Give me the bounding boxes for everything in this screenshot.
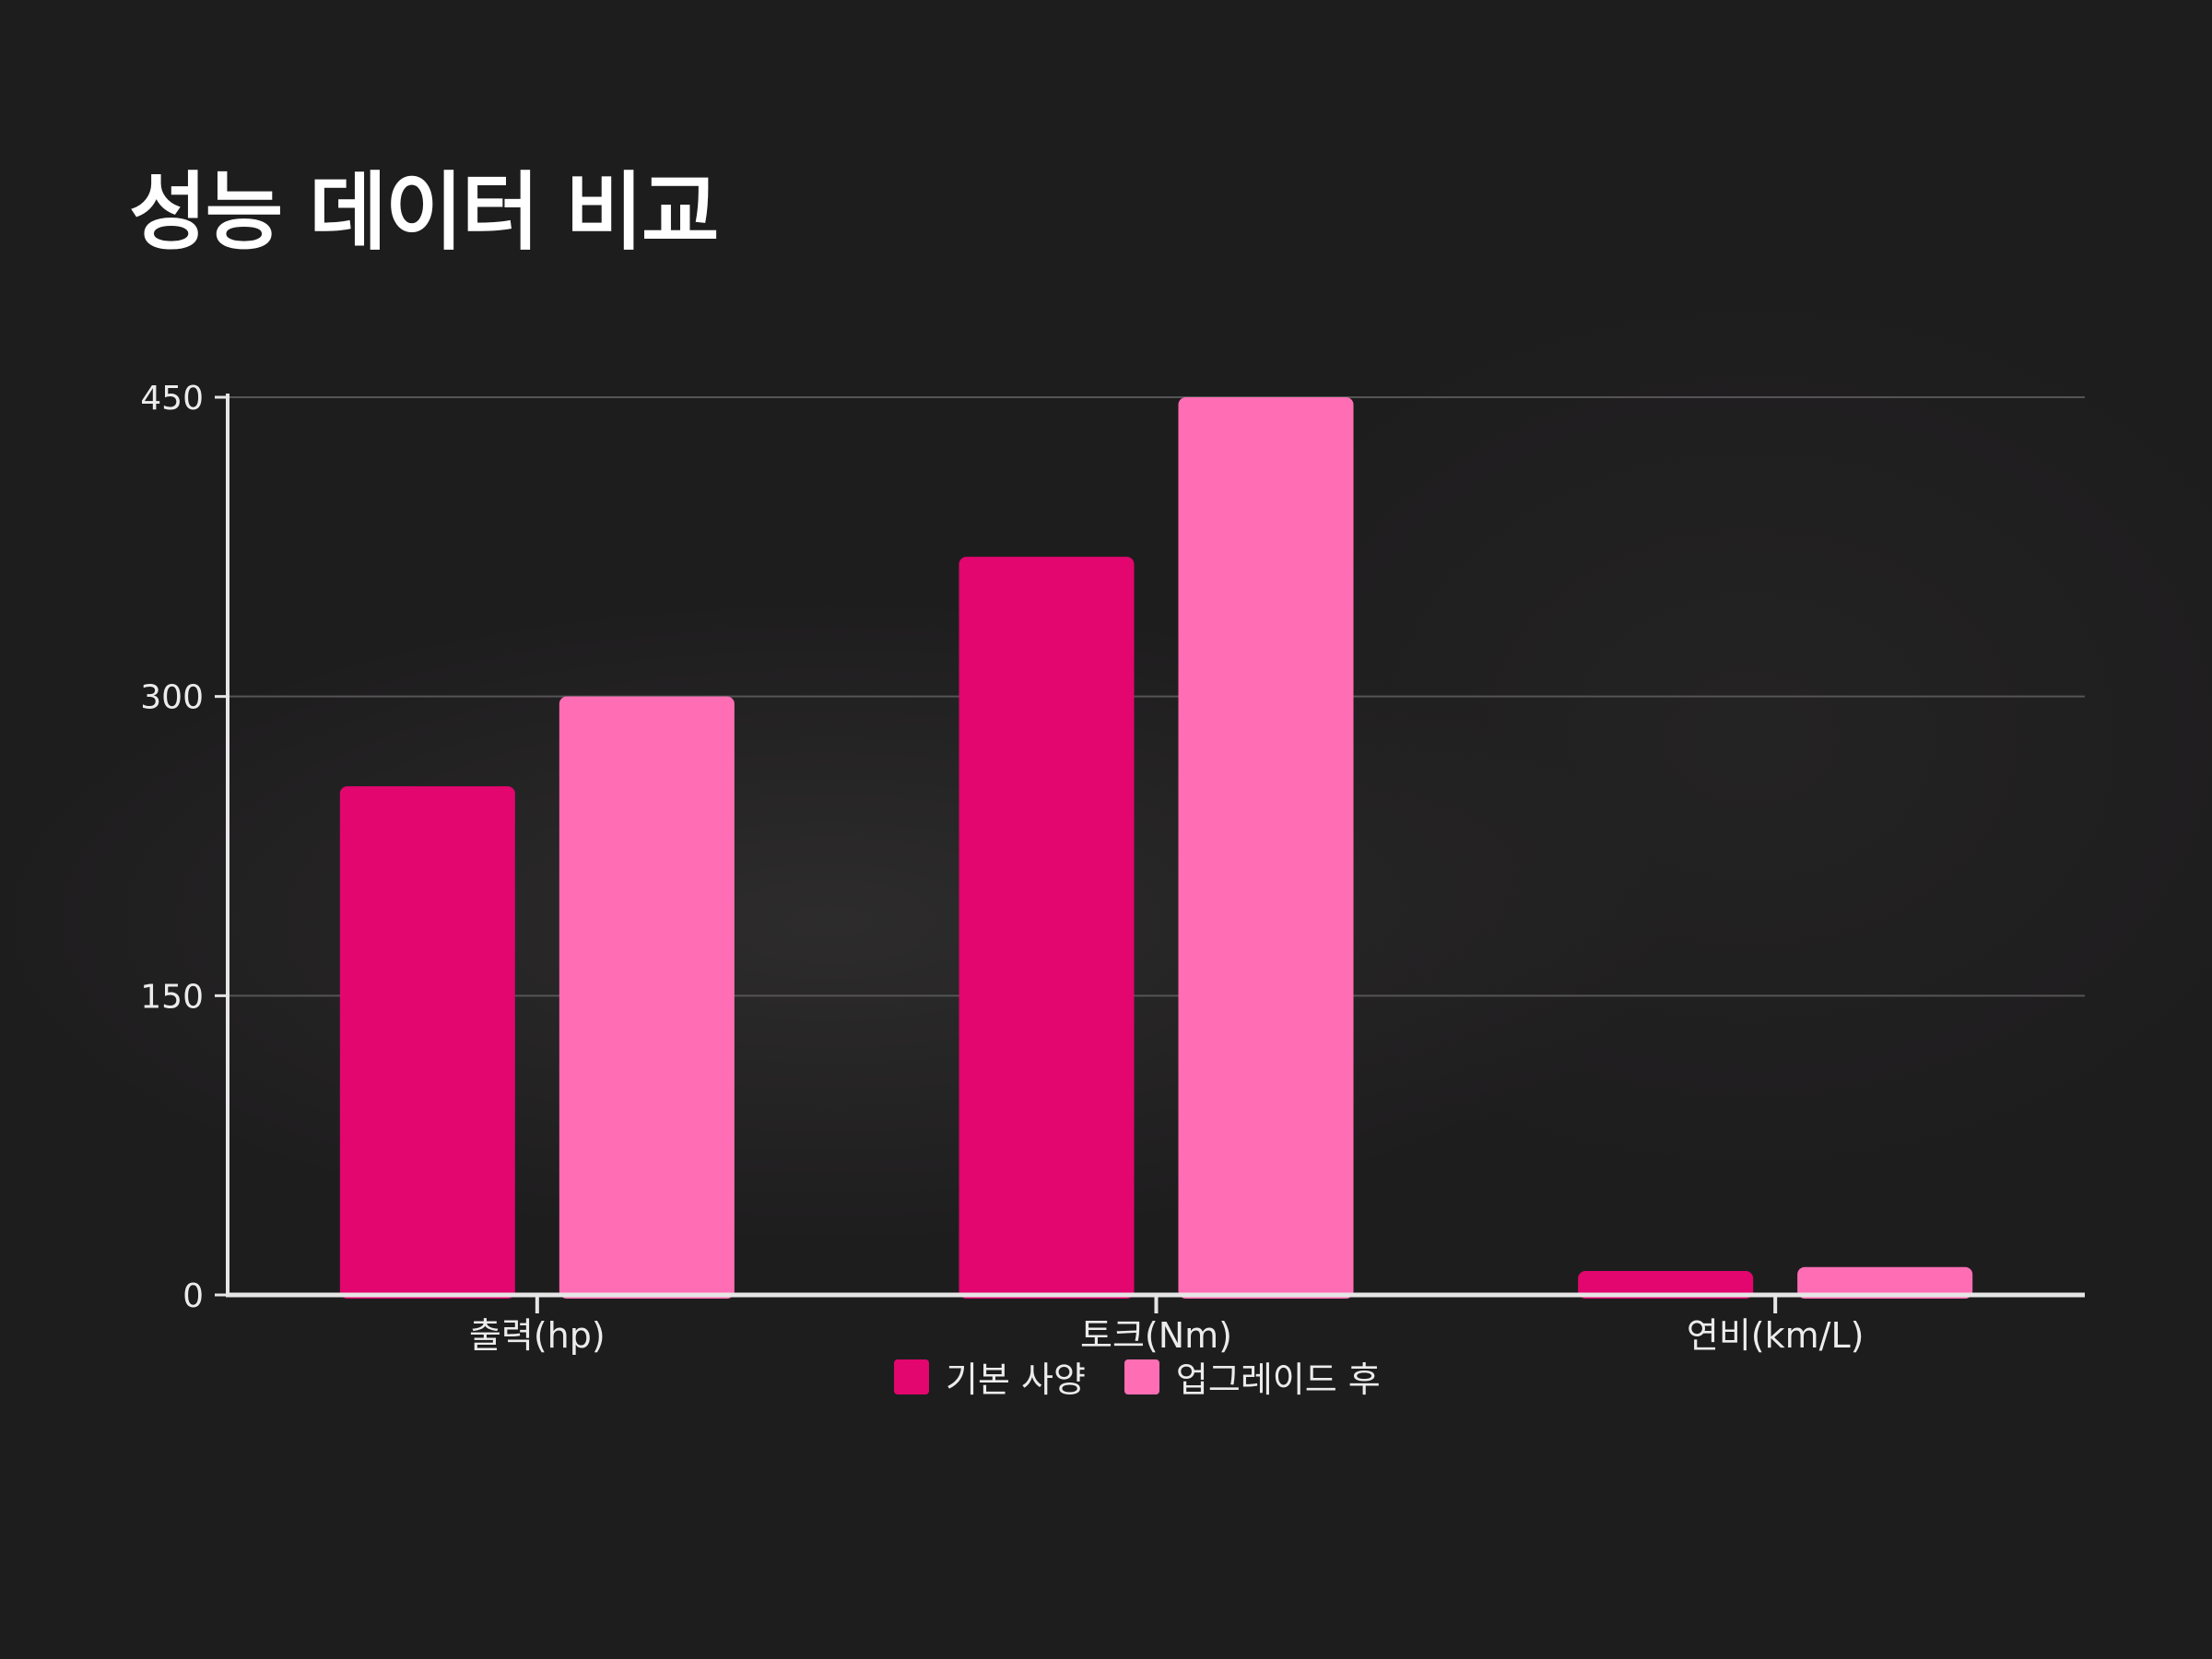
x-tick-label: 토크(Nm) [1080, 1315, 1232, 1356]
y-tick-label: 150 [140, 978, 204, 1016]
bar-upgraded-2[interactable] [1178, 397, 1354, 1299]
bar-upgraded-1[interactable] [559, 696, 735, 1299]
bar-base-1[interactable] [339, 786, 515, 1299]
legend-item-upgraded[interactable]: 업그레이드 후 [1124, 1351, 1381, 1402]
legend-item-base[interactable]: 기본 사양 [894, 1351, 1086, 1402]
legend: 기본 사양 업그레이드 후 [894, 1351, 1419, 1402]
bar-upgraded-3[interactable] [1797, 1266, 1973, 1299]
bars-layer [339, 397, 1973, 1299]
grid-layer [228, 396, 2085, 997]
bar-base-2[interactable] [959, 557, 1135, 1299]
x-tick-label: 연비(km/L) [1687, 1315, 1865, 1356]
y-tick-label: 450 [140, 380, 204, 418]
page-title: 성능 데이터 비교 [129, 163, 720, 262]
y-tick-label: 0 [182, 1277, 204, 1315]
axis-layer: 0 150 300 450 출력(hp) 토크(Nm) 연비(km/L) [140, 380, 2085, 1356]
x-tick-label: 출력(hp) [469, 1315, 606, 1356]
y-tick-label: 300 [140, 679, 204, 717]
legend-swatch-upgraded [1124, 1359, 1159, 1394]
legend-label-base: 기본 사양 [946, 1359, 1086, 1400]
bar-base-3[interactable] [1578, 1271, 1754, 1299]
legend-label-upgraded: 업그레이드 후 [1175, 1359, 1381, 1400]
legend-swatch-base [894, 1359, 929, 1394]
